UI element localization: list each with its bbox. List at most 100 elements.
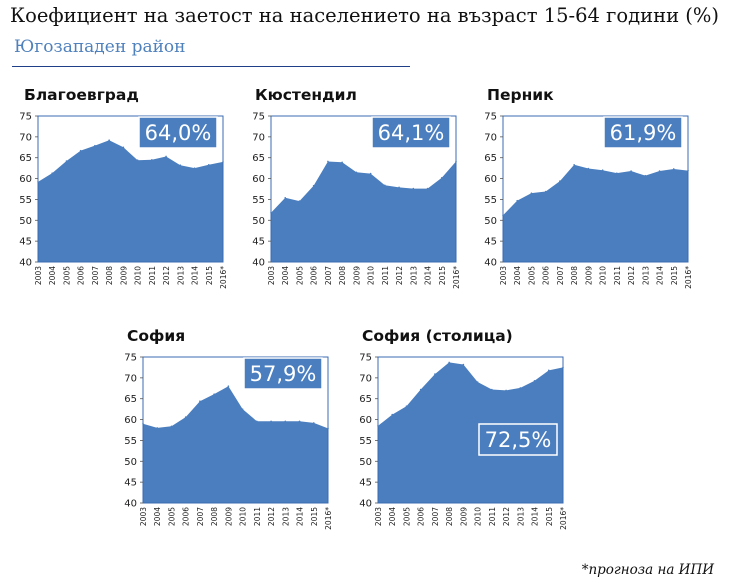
x-tick-label: 2014 [424, 266, 433, 285]
x-tick-label: 2012 [395, 266, 404, 285]
data-point [587, 167, 590, 170]
y-tick-label: 75 [252, 112, 265, 123]
data-point [516, 199, 519, 202]
y-tick-label: 50 [124, 457, 137, 468]
x-tick-label: 2011 [613, 266, 622, 285]
x-tick-label: 2015 [205, 266, 214, 285]
x-tick-label: 2012 [627, 266, 636, 285]
x-tick-label: 2012 [267, 507, 276, 526]
data-point [562, 366, 564, 369]
x-tick-label: 2006 [77, 266, 86, 285]
value-badge-label: 61,9% [610, 121, 677, 145]
x-tick-label: 2014 [296, 507, 305, 526]
y-tick-label: 60 [124, 415, 137, 426]
y-tick-label: 65 [19, 153, 32, 164]
data-point [122, 146, 125, 149]
data-point [270, 420, 272, 423]
x-tick-label: 2005 [402, 507, 411, 526]
data-point [573, 164, 575, 166]
value-badge [478, 423, 558, 456]
value-badge-label: 57,9% [250, 362, 317, 386]
y-tick-label: 70 [359, 373, 372, 384]
y-tick-label: 40 [124, 499, 137, 510]
plot-area [142, 356, 329, 504]
y-tick-label: 75 [359, 353, 372, 364]
data-point [193, 167, 196, 169]
data-point [227, 385, 230, 387]
x-tick-label: 2003 [374, 507, 383, 526]
x-tick-label: 2011 [488, 507, 497, 526]
data-point [476, 381, 479, 383]
x-tick-label: 2013 [281, 507, 290, 526]
data-point [298, 420, 301, 423]
x-tick-label: 2010 [239, 507, 248, 526]
chart-title-kyustendil: Кюстендил [255, 86, 357, 104]
x-tick-label: 2016* [684, 266, 693, 289]
x-tick-label: 2004 [388, 507, 397, 526]
y-tick-label: 70 [252, 132, 265, 143]
x-tick-label: 2006 [417, 507, 426, 526]
data-point [151, 159, 153, 161]
area-series [143, 386, 328, 503]
data-point [51, 172, 54, 174]
data-point [491, 388, 493, 391]
data-point [179, 164, 182, 167]
data-point [544, 190, 547, 193]
x-tick-label: 2006 [542, 266, 551, 285]
value-badge [243, 357, 323, 390]
y-tick-label: 40 [19, 258, 32, 269]
x-tick-label: 2014 [191, 266, 200, 285]
data-point [398, 186, 400, 189]
y-tick-label: 55 [484, 195, 497, 206]
x-tick-label: 2009 [224, 507, 233, 526]
x-tick-label: 2010 [474, 507, 483, 526]
x-tick-label: 2015 [310, 507, 319, 526]
x-tick-label: 2003 [34, 266, 43, 285]
x-tick-label: 2008 [445, 507, 454, 526]
x-tick-label: 2009 [119, 266, 128, 285]
y-tick-label: 45 [484, 237, 497, 248]
data-point [426, 187, 429, 190]
data-point [199, 400, 201, 403]
x-tick-label: 2015 [670, 266, 679, 285]
data-point [440, 176, 443, 179]
data-point [136, 159, 139, 162]
data-point [377, 425, 379, 427]
chart-kyustendil: 40 45 50 55 60 65 70 75 2003 2004 2005 2006 2007 2008… [252, 112, 461, 289]
chart-blagoevgrad: 40 45 50 55 60 65 70 75 2003 2004 2005 2006 2007 2008… [19, 112, 228, 289]
data-point [79, 149, 82, 152]
data-point [284, 420, 287, 423]
data-point [462, 363, 465, 366]
x-tick-label: 2014 [656, 266, 665, 285]
x-tick-label: 2011 [253, 507, 262, 526]
data-point [658, 170, 661, 172]
data-point [369, 172, 372, 175]
y-tick-label: 50 [484, 216, 497, 227]
data-point [170, 425, 173, 428]
chart-title-sofia: София [127, 327, 186, 345]
x-tick-label: 2011 [381, 266, 390, 285]
data-point [241, 408, 244, 410]
y-tick-label: 70 [19, 132, 32, 143]
data-point [142, 422, 144, 425]
x-tick-label: 2007 [196, 507, 205, 526]
data-point [94, 144, 96, 147]
data-point [184, 416, 187, 418]
plot-area [502, 115, 689, 263]
header-divider [12, 66, 410, 67]
data-point [630, 170, 632, 172]
y-tick-label: 65 [484, 153, 497, 164]
plot-area [37, 115, 224, 263]
value-badge [603, 116, 683, 149]
data-point [156, 427, 159, 429]
value-badge [371, 116, 451, 149]
y-tick-label: 45 [252, 237, 265, 248]
data-point [391, 413, 394, 416]
data-point [533, 379, 536, 382]
y-tick-label: 55 [124, 436, 137, 447]
x-tick-label: 2016* [219, 266, 228, 289]
x-tick-label: 2007 [91, 266, 100, 285]
area-series [503, 164, 688, 262]
data-point [672, 168, 675, 170]
x-tick-label: 2004 [513, 266, 522, 285]
